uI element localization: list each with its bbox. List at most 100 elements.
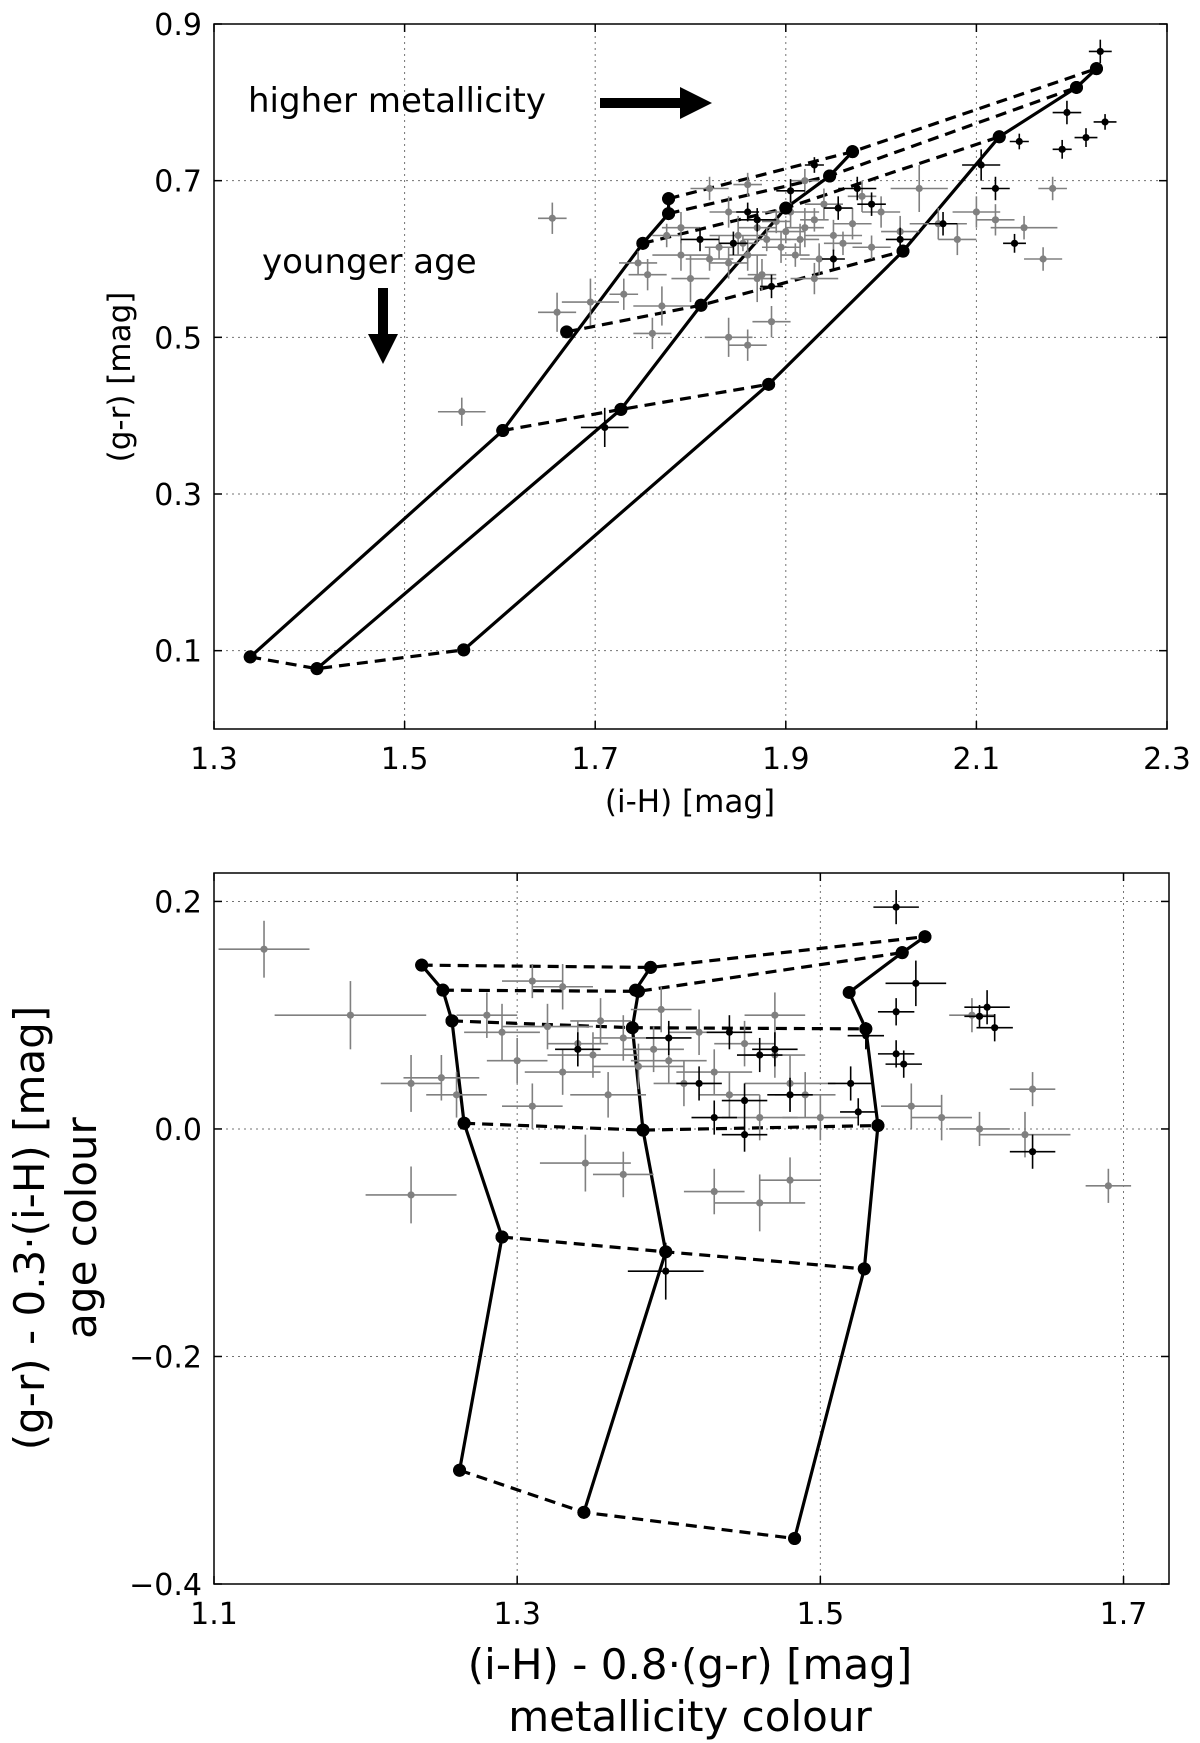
top-black-point [1003,233,1026,253]
top-model-node [457,643,471,657]
top-black-point [857,192,886,216]
point-marker [829,255,838,263]
point-marker [586,298,595,306]
point-marker [867,243,876,251]
point-marker [810,161,818,169]
bottom-grey-point [744,992,806,1038]
point-marker [983,1003,991,1011]
point-marker [848,220,857,228]
top-model-node [1069,80,1083,94]
bottom-model-connector-line [459,1468,795,1541]
top-grey-point [976,204,1015,236]
point-marker [810,274,818,283]
point-marker [695,1079,703,1088]
bottom-grey-point [365,1166,457,1224]
point-marker [744,180,752,189]
top-grey-point [661,212,701,244]
bottom-model-node [625,1021,639,1035]
top-y-tick-label: 0.7 [154,165,202,200]
point-marker [559,1068,567,1076]
top-model-node [762,377,776,391]
point-marker [1028,1148,1037,1156]
bottom-grey-point [1009,1072,1056,1107]
bottom-model-node [659,1245,673,1259]
point-marker [458,408,466,416]
bottom-model-connector-line [442,951,903,993]
top-black-point [580,407,629,447]
bottom-model-node [918,930,932,944]
bottom-x-axis-label: (i-H) - 0.8·(g-r) [mag] [468,1640,912,1689]
top-grey-point [704,317,753,357]
top-black-point [823,196,853,220]
bottom-model-node [859,1022,873,1036]
bottom-grey-point [714,1020,775,1067]
bottom-y-tick-label: 0.2 [154,885,202,920]
point-marker [782,227,790,236]
bottom-model-node [895,946,909,960]
point-marker [756,1113,764,1122]
top-grey-point [862,196,901,228]
top-black-point [736,202,760,222]
bottom-ticks [213,873,1169,1585]
top-grey-point [804,188,843,220]
point-marker [686,274,695,283]
higher-metallicity-arrow-icon [600,87,712,119]
point-marker [620,290,628,298]
top-black-point [760,274,783,299]
top-grey-point [790,168,820,193]
bottom-black-point [691,1100,737,1135]
point-marker [662,1267,670,1275]
bottom-model-node [644,960,658,974]
top-x-tick-label: 2.1 [953,742,1001,777]
point-marker [854,1108,862,1116]
top-grey-point [633,317,672,350]
bottom-black-point [646,1020,692,1056]
point-marker [665,1057,673,1065]
bottom-grey-point [1085,1168,1132,1203]
bottom-black-point [877,998,915,1026]
bottom-grey-point [911,1094,972,1141]
point-marker [729,239,737,247]
point-marker [710,1187,718,1196]
point-marker [543,1022,552,1031]
point-marker [740,1131,749,1139]
top-grey-point [690,176,729,201]
bottom-y-axis-sublabel: age colour [57,1116,106,1338]
top-grey-point [833,208,872,240]
top-gridlines [214,24,1167,729]
top-model-connectors [249,67,1097,671]
top-grey-point [609,278,639,310]
top-black-point [1009,133,1029,150]
top-model-node [1089,62,1103,76]
point-marker [853,184,861,193]
top-y-tick-label: 0.3 [154,478,202,513]
bottom-panel: 1.1 1.3 1.5 1.7 −0.4 −0.2 0.0 0.2 (i-H) - 0.8·(… [5,872,1170,1741]
point-marker [725,1028,733,1036]
point-marker [953,235,961,244]
bottom-grey-point [699,1072,760,1118]
point-marker [663,231,671,240]
point-marker [650,1045,658,1053]
bottom-grey-point [464,1003,540,1061]
top-model-track-line [315,150,854,670]
point-marker [528,1102,536,1110]
bottom-grey-point [524,1049,601,1095]
bottom-grey-point [880,1083,942,1129]
point-marker [596,1017,605,1025]
bottom-model-nodes [415,930,932,1545]
top-x-tick-label: 1.5 [381,742,429,777]
bottom-grey-point [782,1094,859,1141]
point-marker [734,231,742,240]
top-model-node [310,662,324,676]
top-grey-point [781,243,810,267]
point-marker [725,1091,733,1099]
bottom-model-node [445,1014,459,1028]
top-grey-point [1038,176,1067,201]
point-marker [991,184,1000,193]
point-marker [753,216,761,224]
bottom-model-node [457,1116,471,1130]
bottom-model-node [788,1531,802,1545]
point-marker [900,1060,908,1068]
bottom-model-connector-line [501,1235,865,1271]
point-marker [657,1005,665,1014]
